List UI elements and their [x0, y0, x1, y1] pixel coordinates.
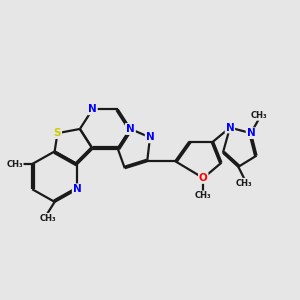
Text: CH₃: CH₃	[251, 111, 268, 120]
Text: N: N	[146, 132, 154, 142]
Text: N: N	[126, 124, 135, 134]
Text: N: N	[88, 104, 97, 114]
Text: O: O	[199, 173, 208, 183]
Text: N: N	[247, 128, 255, 138]
Text: CH₃: CH₃	[39, 214, 56, 223]
Text: CH₃: CH₃	[236, 178, 252, 188]
Text: S: S	[54, 128, 61, 138]
Text: N: N	[226, 123, 234, 133]
Text: CH₃: CH₃	[195, 191, 211, 200]
Text: N: N	[126, 124, 135, 134]
Text: N: N	[73, 184, 82, 194]
Text: CH₃: CH₃	[6, 160, 23, 169]
